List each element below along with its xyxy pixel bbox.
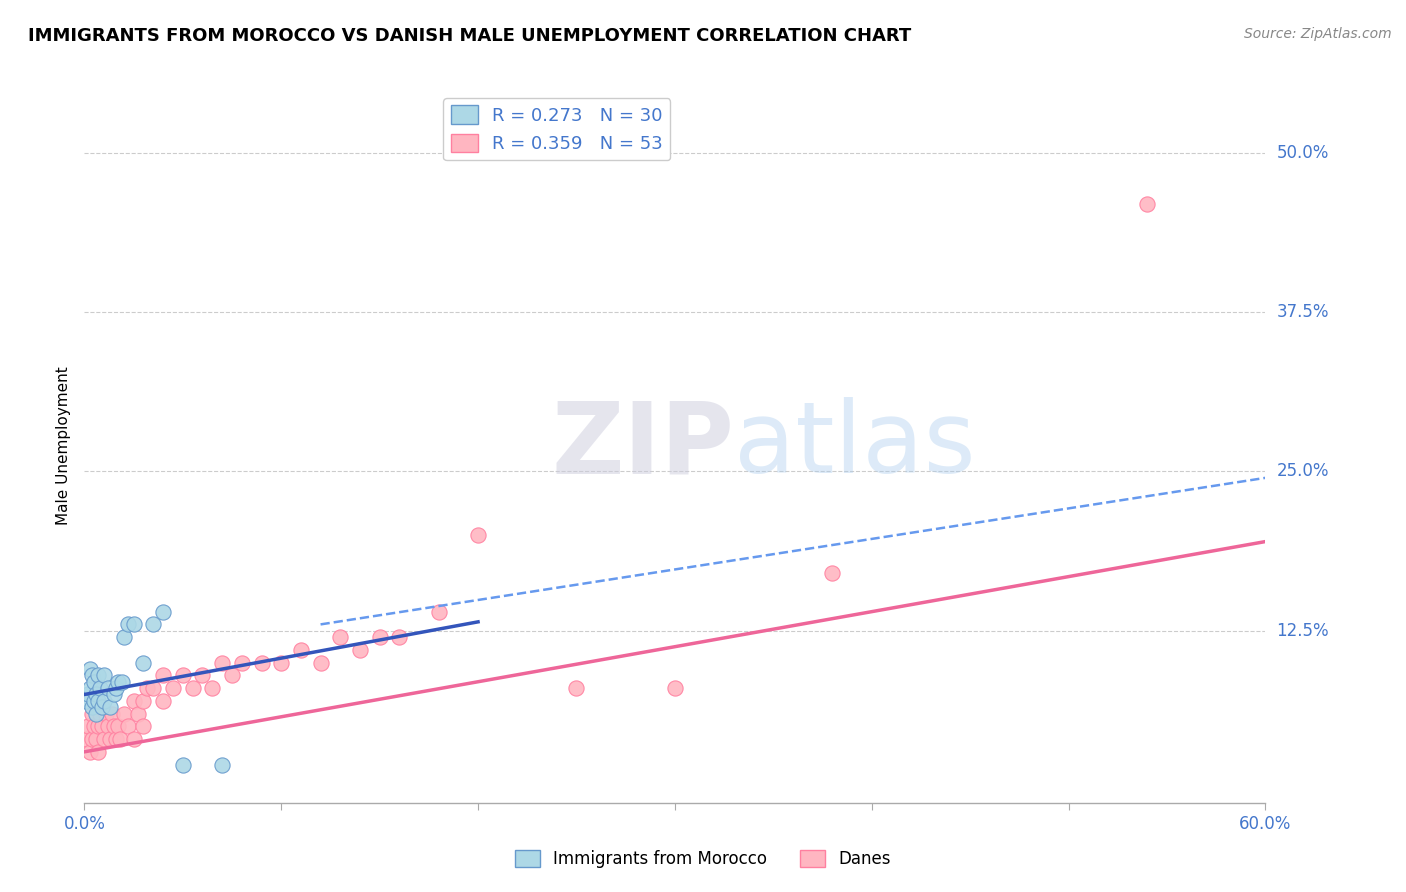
Point [93, 694, 115, 708]
Point [142, 681, 165, 695]
Point [82, 668, 104, 682]
Point [388, 630, 411, 644]
Point [427, 605, 450, 619]
Point [98, 700, 121, 714]
Point [142, 617, 165, 632]
Point [368, 630, 391, 644]
Text: IMMIGRANTS FROM MOROCCO VS DANISH MALE UNEMPLOYMENT CORRELATION CHART: IMMIGRANTS FROM MOROCCO VS DANISH MALE U… [28, 27, 911, 45]
Point [132, 719, 155, 733]
Point [565, 681, 588, 695]
Point [152, 605, 174, 619]
Point [98, 732, 121, 747]
Point [77, 719, 100, 733]
Point [211, 656, 233, 670]
Point [290, 643, 312, 657]
Point [93, 668, 115, 682]
Text: ZIP: ZIP [551, 398, 734, 494]
Point [132, 694, 155, 708]
Point [136, 681, 159, 695]
Point [111, 674, 134, 689]
Point [221, 668, 243, 682]
Point [152, 668, 174, 682]
Text: 50.0%: 50.0% [1277, 144, 1329, 162]
Point [79, 681, 101, 695]
Text: 25.0%: 25.0% [1277, 462, 1329, 481]
Point [87, 668, 110, 682]
Legend: Immigrants from Morocco, Danes: Immigrants from Morocco, Danes [508, 843, 898, 875]
Point [172, 668, 194, 682]
Point [89, 681, 111, 695]
Point [83, 674, 105, 689]
Point [97, 681, 120, 695]
Point [1136, 197, 1159, 211]
Text: 12.5%: 12.5% [1277, 622, 1329, 640]
Text: 37.5%: 37.5% [1277, 303, 1329, 321]
Text: atlas: atlas [734, 398, 976, 494]
Point [201, 681, 224, 695]
Text: Source: ZipAtlas.com: Source: ZipAtlas.com [1244, 27, 1392, 41]
Legend: R = 0.273   N = 30, R = 0.359   N = 53: R = 0.273 N = 30, R = 0.359 N = 53 [443, 98, 671, 161]
Point [107, 719, 129, 733]
Point [87, 694, 110, 708]
Point [162, 681, 184, 695]
Point [309, 656, 332, 670]
Point [191, 668, 214, 682]
Point [467, 528, 489, 542]
Point [97, 719, 120, 733]
Point [349, 643, 371, 657]
Point [87, 745, 110, 759]
Point [122, 617, 145, 632]
Point [94, 706, 117, 721]
Point [82, 700, 104, 714]
Point [83, 694, 105, 708]
Point [104, 732, 127, 747]
Point [83, 719, 105, 733]
Point [211, 757, 233, 772]
Point [664, 681, 686, 695]
Point [84, 688, 107, 702]
Point [103, 688, 125, 702]
Point [821, 566, 844, 581]
Point [250, 656, 273, 670]
Point [82, 732, 104, 747]
Point [172, 757, 194, 772]
Point [117, 719, 139, 733]
Point [127, 706, 149, 721]
Point [89, 706, 111, 721]
Point [270, 656, 292, 670]
Point [101, 706, 124, 721]
Point [117, 617, 139, 632]
Point [91, 719, 114, 733]
Point [79, 745, 101, 759]
Point [132, 656, 155, 670]
Point [112, 706, 135, 721]
Point [82, 706, 104, 721]
Point [108, 732, 131, 747]
Point [104, 681, 127, 695]
Point [122, 732, 145, 747]
Point [181, 681, 204, 695]
Point [77, 688, 100, 702]
Point [103, 719, 125, 733]
Point [329, 630, 352, 644]
Point [75, 694, 97, 708]
Point [79, 662, 101, 676]
Point [107, 674, 129, 689]
Point [84, 732, 107, 747]
Point [122, 694, 145, 708]
Point [231, 656, 253, 670]
Point [87, 719, 110, 733]
Point [152, 694, 174, 708]
Y-axis label: Male Unemployment: Male Unemployment [56, 367, 72, 525]
Point [75, 732, 97, 747]
Point [112, 630, 135, 644]
Point [91, 700, 114, 714]
Point [84, 706, 107, 721]
Point [93, 732, 115, 747]
